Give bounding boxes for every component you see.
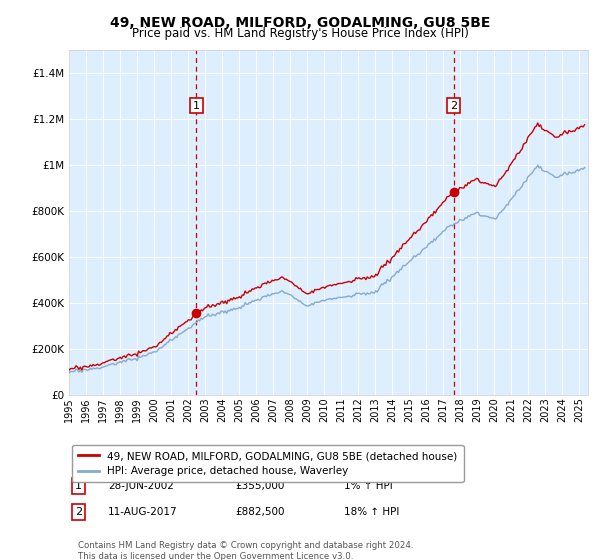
Text: Contains HM Land Registry data © Crown copyright and database right 2024.
This d: Contains HM Land Registry data © Crown c… <box>79 541 414 560</box>
Text: 49, NEW ROAD, MILFORD, GODALMING, GU8 5BE: 49, NEW ROAD, MILFORD, GODALMING, GU8 5B… <box>110 16 490 30</box>
Text: £355,000: £355,000 <box>235 481 284 491</box>
Text: 1: 1 <box>75 481 82 491</box>
Text: 28-JUN-2002: 28-JUN-2002 <box>108 481 174 491</box>
Text: Price paid vs. HM Land Registry's House Price Index (HPI): Price paid vs. HM Land Registry's House … <box>131 27 469 40</box>
Text: 18% ↑ HPI: 18% ↑ HPI <box>344 507 400 517</box>
Text: 1% ↑ HPI: 1% ↑ HPI <box>344 481 393 491</box>
Text: 1: 1 <box>193 100 200 110</box>
Legend: 49, NEW ROAD, MILFORD, GODALMING, GU8 5BE (detached house), HPI: Average price, : 49, NEW ROAD, MILFORD, GODALMING, GU8 5B… <box>71 445 464 483</box>
Text: 11-AUG-2017: 11-AUG-2017 <box>108 507 178 517</box>
Text: 2: 2 <box>450 100 457 110</box>
Text: 2: 2 <box>75 507 82 517</box>
Text: £882,500: £882,500 <box>235 507 284 517</box>
